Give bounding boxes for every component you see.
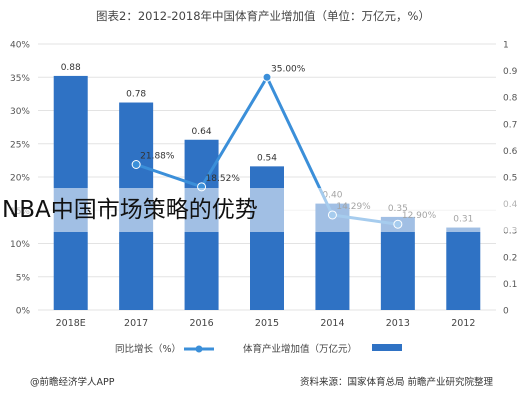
x-tick-label: 2017 [124, 318, 148, 329]
x-tick-label: 2018E [56, 318, 86, 329]
y-left-tick-label: 5% [16, 273, 31, 283]
y-left-tick-label: 0% [16, 307, 31, 317]
y-right-tick-label: 0 [503, 307, 509, 317]
y-right-tick-label: 0.1 [503, 280, 517, 290]
bar-value-label: 0.64 [192, 127, 212, 137]
y-left-tick-label: 25% [10, 140, 30, 150]
y-left-tick-label: 30% [10, 107, 30, 117]
bar-value-label: 0.78 [126, 90, 146, 100]
legend-line-marker [195, 345, 203, 353]
source-note: 资料来源：国家体育总局 前瞻产业研究院整理 [300, 377, 494, 388]
bar-value-label: 0.54 [257, 153, 277, 163]
x-tick-label: 2016 [189, 318, 213, 329]
legend-bar-label: 体育产业增加值（万亿元） [243, 343, 357, 355]
x-tick-label: 2013 [386, 318, 410, 329]
legend-bar-swatch [372, 344, 402, 351]
y-right-tick-label: 0.2 [503, 253, 517, 263]
bar [446, 227, 481, 310]
headline-overlay: NBA中国市场策略的优势 [0, 188, 526, 232]
growth-point [131, 159, 141, 169]
y-right-tick-label: 0.7 [503, 120, 517, 130]
y-left-tick-label: 10% [10, 240, 30, 250]
y-right-tick-label: 0.9 [503, 67, 518, 77]
y-left-tick-label: 40% [10, 41, 30, 51]
growth-value-label: 21.88% [140, 151, 175, 161]
y-right-tick-label: 0.8 [503, 94, 518, 104]
y-left-tick-label: 35% [10, 74, 30, 84]
y-right-tick-label: 1 [503, 41, 509, 51]
growth-value-label: 35.00% [271, 64, 306, 74]
y-right-tick-label: 0.6 [503, 147, 518, 157]
bar [380, 216, 415, 310]
growth-point [262, 72, 272, 82]
y-left-tick-label: 20% [10, 174, 30, 184]
x-tick-label: 2015 [255, 318, 279, 329]
y-right-tick-label: 0.5 [503, 174, 517, 184]
bar-value-label: 0.88 [61, 63, 81, 73]
growth-value-label: 18.52% [206, 174, 241, 184]
x-tick-label: 2012 [451, 318, 475, 329]
chart-title: 图表2：2012-2018年中国体育产业增加值（单位：万亿元，%） [96, 9, 430, 23]
legend-line-label: 同比增长（%） [115, 343, 181, 355]
brand-note: @前瞻经济学人APP [30, 377, 115, 388]
x-tick-label: 2014 [320, 318, 344, 329]
